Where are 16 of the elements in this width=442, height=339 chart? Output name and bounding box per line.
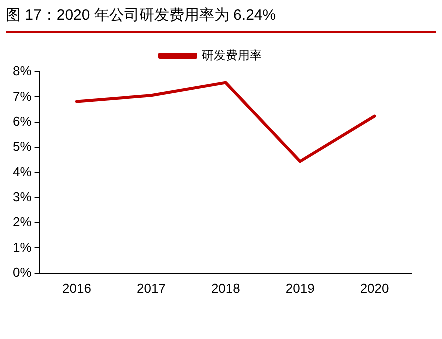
x-tick-label: 2019 — [286, 280, 315, 296]
legend-label: 研发费用率 — [202, 48, 262, 62]
x-tick-label: 2020 — [360, 280, 390, 296]
y-tick-label: 6% — [12, 114, 32, 129]
y-tick-label: 2% — [12, 214, 32, 230]
y-tick-label: 0% — [12, 264, 32, 280]
y-tick-label: 5% — [12, 139, 32, 154]
y-tick-label: 8% — [12, 64, 32, 79]
chart-title: 图 17：2020 年公司研发费用率为 6.24% — [6, 6, 436, 33]
y-tick-label: 1% — [12, 240, 32, 255]
y-tick-label: 4% — [12, 164, 32, 180]
x-tick-label: 2018 — [211, 280, 240, 296]
y-tick-label: 3% — [12, 189, 32, 204]
y-tick-label: 7% — [12, 88, 32, 104]
x-tick-label: 2017 — [136, 280, 166, 296]
x-tick-label: 2016 — [62, 280, 92, 296]
